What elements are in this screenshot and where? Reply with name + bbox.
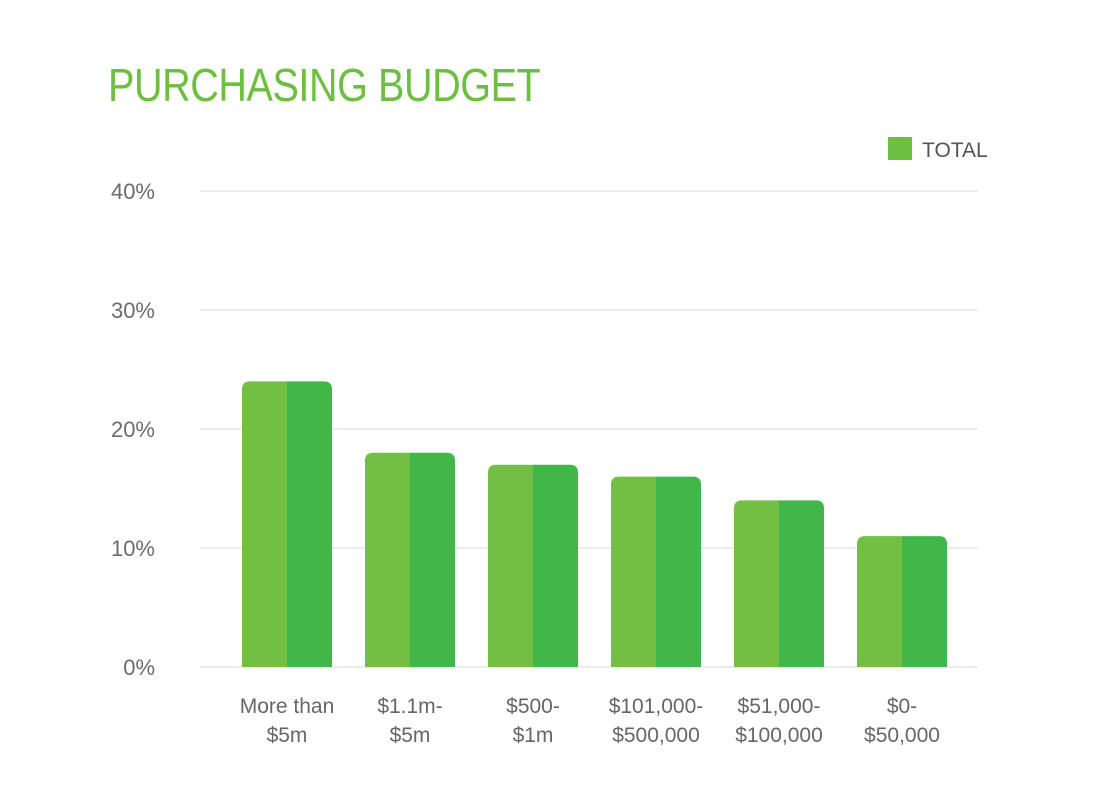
legend-label: TOTAL	[922, 139, 988, 162]
y-tick-label: 40%	[111, 179, 155, 204]
bar-shade	[533, 464, 578, 667]
bar-shade	[779, 500, 824, 667]
y-tick-label: 20%	[111, 417, 155, 442]
x-tick-label: $50,000	[864, 724, 940, 747]
y-tick-label: 0%	[123, 655, 155, 680]
bar	[857, 536, 902, 667]
x-tick-label: $5m	[267, 724, 308, 747]
x-tick-label: More than	[240, 695, 335, 718]
chart-title: PURCHASING BUDGET	[108, 59, 541, 111]
bar-shade	[287, 381, 332, 667]
x-tick-label: $5m	[390, 724, 431, 747]
x-tick-label: $51,000-	[738, 695, 821, 718]
bar	[734, 500, 779, 667]
y-tick-label: 10%	[111, 536, 155, 561]
x-tick-label: $1.1m-	[377, 695, 442, 718]
y-tick-label: 30%	[111, 298, 155, 323]
x-tick-label: $101,000-	[609, 695, 704, 718]
x-tick-label: $1m	[513, 724, 554, 747]
bar	[611, 476, 656, 667]
bar-shade	[656, 476, 701, 667]
x-tick-label: $500-	[506, 695, 560, 718]
x-tick-label: $100,000	[735, 724, 823, 747]
bar-shade	[902, 536, 947, 667]
legend-swatch	[888, 137, 912, 160]
bar	[365, 452, 410, 667]
x-tick-label: $0-	[887, 695, 917, 718]
x-tick-label: $500,000	[612, 724, 700, 747]
bar	[242, 381, 287, 667]
bar	[488, 464, 533, 667]
bar-shade	[410, 452, 455, 667]
